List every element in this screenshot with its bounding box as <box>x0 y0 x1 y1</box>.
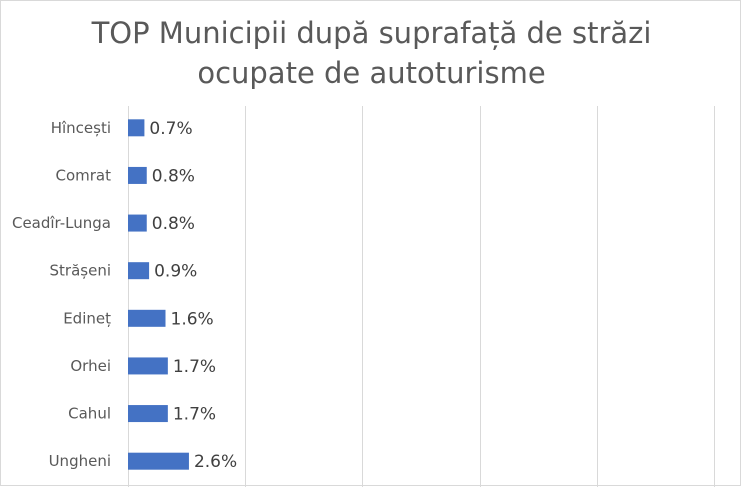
data-label: 0.9% <box>154 262 197 282</box>
data-label: 1.7% <box>173 357 216 377</box>
data-label: 1.7% <box>173 405 216 425</box>
category-label: Strășeni <box>50 262 111 280</box>
category-label: Cahul <box>68 405 111 423</box>
category-label: Comrat <box>55 166 111 184</box>
data-label: 0.7% <box>149 119 192 139</box>
data-label: 0.8% <box>152 214 195 234</box>
bar-comrat <box>128 166 147 184</box>
bar-strășeni <box>128 262 150 280</box>
category-label: Orhei <box>70 357 111 375</box>
data-label: 2.6% <box>194 452 237 472</box>
category-label: Edineț <box>63 309 111 327</box>
bar-ceadîr-lunga <box>128 214 147 232</box>
data-label: 0.8% <box>152 166 195 186</box>
chart-title: TOP Municipii după suprafață de străzi o… <box>1 13 741 93</box>
category-label: Ungheni <box>49 452 111 470</box>
bar-orhei <box>128 357 168 375</box>
bar-hîncești <box>128 119 145 137</box>
data-label: 1.6% <box>171 309 214 329</box>
chart-title-line-2: ocupate de autoturisme <box>197 56 546 90</box>
bar-cahul <box>128 405 168 423</box>
bar-ungheni <box>128 452 189 470</box>
chart-title-line-1: TOP Municipii după suprafață de străzi <box>91 16 652 50</box>
bar-edineț <box>128 309 166 327</box>
category-label: Hîncești <box>51 119 111 137</box>
category-label: Ceadîr-Lunga <box>12 214 111 232</box>
